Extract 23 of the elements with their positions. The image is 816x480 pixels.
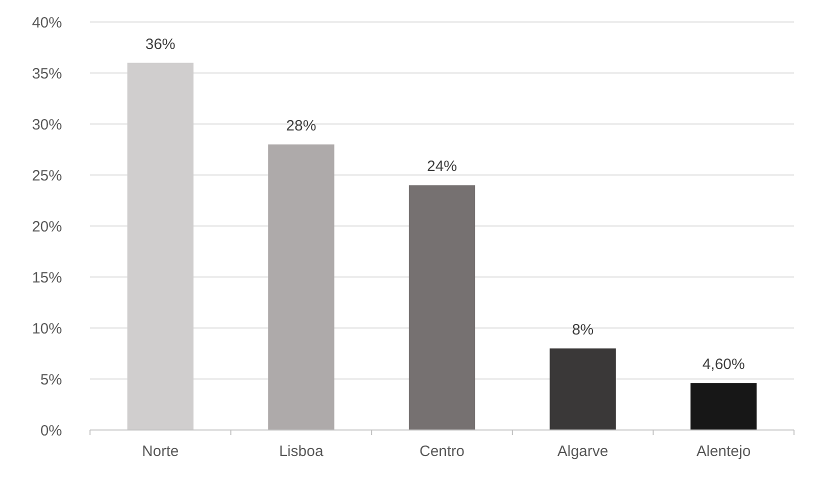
data-label: 36%	[145, 36, 176, 53]
bar	[550, 348, 616, 430]
y-tick-label: 25%	[32, 167, 62, 184]
data-label: 4,60%	[702, 356, 745, 374]
x-tick-label: Alentejo	[696, 443, 751, 460]
y-tick-label: 30%	[32, 116, 62, 134]
y-tick-label: 20%	[32, 218, 62, 236]
bar	[268, 144, 334, 430]
y-tick-label: 40%	[32, 14, 62, 32]
y-tick-label: 10%	[32, 320, 62, 338]
bar	[690, 383, 757, 430]
data-label: 8%	[572, 321, 594, 338]
y-tick-label: 35%	[32, 65, 62, 82]
x-tick-label: Lisboa	[279, 443, 324, 460]
x-tick-label: Centro	[419, 443, 465, 460]
y-tick-label: 15%	[32, 269, 62, 286]
y-tick-label: 0%	[40, 422, 62, 440]
x-tick-label: Algarve	[557, 443, 608, 460]
bar	[408, 185, 476, 430]
data-label: 24%	[426, 158, 458, 176]
data-label: 28%	[286, 117, 316, 134]
x-tick-label: Norte	[142, 443, 179, 460]
y-tick-label: 5%	[40, 371, 62, 388]
